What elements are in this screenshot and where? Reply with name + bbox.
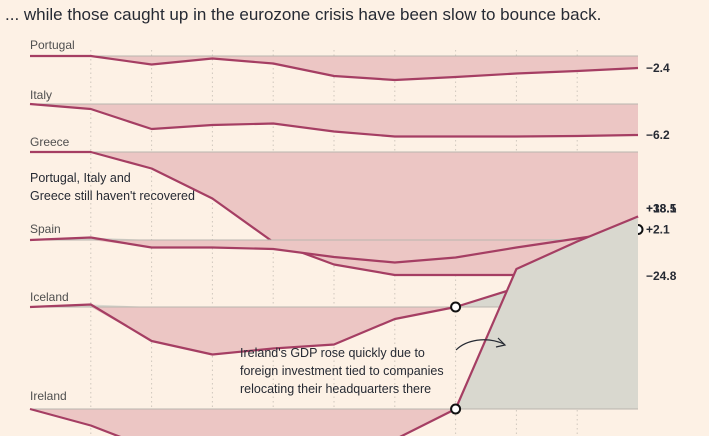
ireland-annotation-line-3: relocating their headquarters there [240, 382, 431, 396]
italy-line [29, 102, 639, 138]
annotations: Portugal, Italy and Greece still haven't… [30, 171, 507, 396]
portugal-area-below [30, 56, 638, 80]
spain-area-below [30, 240, 638, 263]
panel-spain: Spain +2.1 [29, 222, 670, 264]
panel-portugal: Portugal −2.4 [30, 38, 670, 82]
ireland-annotation-arrow [455, 339, 505, 351]
ireland-annotation: Ireland's GDP rose quickly due to foreig… [240, 346, 447, 396]
iceland-end-label: +18.1 [646, 202, 677, 216]
italy-area-below [30, 104, 638, 137]
peripheral-annotation: Portugal, Italy and Greece still haven't… [30, 171, 195, 203]
ireland-area-below [30, 409, 638, 436]
peripheral-annotation-line-1: Portugal, Italy and [30, 171, 131, 185]
iceland-label: Iceland [30, 290, 69, 304]
panel-italy: Italy −6.2 [29, 88, 670, 142]
ireland-annotation-line-1: Ireland's GDP rose quickly due to [240, 346, 425, 360]
ireland-end-label: +38.5 [646, 202, 677, 216]
ireland-annotation-line-2: foreign investment tied to companies [240, 364, 444, 378]
italy-label: Italy [30, 88, 52, 102]
spain-line [29, 228, 639, 264]
ireland-marker [450, 403, 462, 415]
portugal-label: Portugal [30, 38, 75, 52]
spain-end-label: +2.1 [646, 223, 670, 237]
peripheral-annotation-line-2: Greece still haven't recovered [30, 189, 195, 203]
ireland-label: Ireland [30, 389, 67, 403]
greece-label: Greece [30, 135, 70, 149]
chart-title: ... while those caught up in the eurozon… [5, 5, 602, 24]
panels: Portugal −2.4 Italy −6.2 Greece −24.8 Spain +2.… [29, 38, 677, 436]
iceland-marker [450, 301, 462, 313]
panel-ireland: Ireland +38.5 [29, 202, 677, 436]
italy-end-label: −6.2 [646, 128, 670, 142]
ireland-annotation-arrowhead [495, 337, 507, 348]
greece-end-label: −24.8 [646, 269, 677, 283]
portugal-end-label: −2.4 [646, 61, 670, 75]
portugal-line [30, 54, 639, 82]
iceland-area-below [30, 307, 638, 355]
ireland-line [29, 215, 639, 436]
spain-label: Spain [30, 222, 61, 236]
ireland-area-above [30, 216, 638, 409]
